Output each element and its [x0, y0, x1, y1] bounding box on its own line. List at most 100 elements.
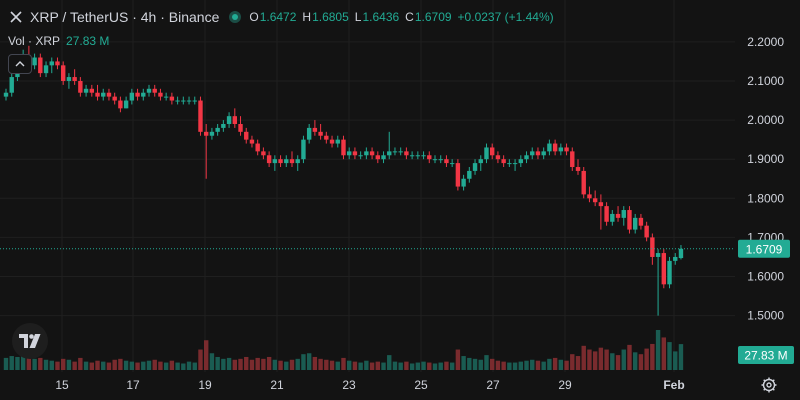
- candle-body: [101, 92, 106, 97]
- time-tick-label: 23: [342, 378, 356, 392]
- volume-bar: [15, 356, 20, 370]
- price-tick-label: 1.9000: [747, 152, 784, 166]
- price-tick-label: 2.1000: [747, 74, 784, 88]
- candle-body: [518, 159, 523, 164]
- candle-body: [152, 88, 157, 93]
- candle-body: [558, 147, 564, 152]
- volume-label[interactable]: Vol · XRP: [8, 34, 61, 48]
- volume-bar: [478, 359, 483, 370]
- candle: [364, 147, 369, 160]
- volume-bar: [427, 362, 432, 370]
- candle: [295, 155, 300, 171]
- xrp-symbol-icon: [8, 9, 24, 25]
- volume-bar: [101, 361, 106, 370]
- candle: [558, 143, 564, 156]
- candle-body: [415, 155, 421, 157]
- close-label: C: [405, 10, 414, 24]
- open-label: O: [249, 10, 259, 24]
- volume-bar: [255, 357, 260, 370]
- candle: [421, 151, 426, 160]
- candle: [472, 159, 478, 175]
- volume-bar: [575, 356, 581, 370]
- volume-bar: [347, 360, 352, 370]
- candle: [398, 147, 403, 156]
- volume-bar: [650, 343, 655, 370]
- candle: [3, 88, 9, 101]
- candle-body: [244, 131, 249, 140]
- candle-body: [278, 159, 283, 164]
- candle: [375, 151, 380, 164]
- candle-body: [392, 151, 398, 153]
- volume-bar: [192, 362, 197, 370]
- candle-body: [129, 92, 135, 101]
- candle-body: [284, 159, 289, 164]
- candle-body: [581, 170, 586, 195]
- candle: [55, 57, 60, 70]
- last-price-badge-text: 1.6709: [746, 242, 783, 256]
- price-tick-label: 2.2000: [747, 35, 784, 49]
- candle-body: [427, 155, 432, 160]
- low-label: L: [354, 10, 362, 24]
- collapse-legend-button[interactable]: [8, 54, 32, 74]
- volume-bar: [364, 360, 369, 370]
- candle: [146, 84, 152, 97]
- candle: [575, 159, 581, 175]
- volume-bar: [306, 353, 312, 370]
- candle: [324, 131, 329, 144]
- volume-bar: [55, 361, 60, 370]
- symbol-title[interactable]: XRP / TetherUS · 4h · Binance: [30, 9, 220, 25]
- candle: [552, 139, 558, 156]
- price-axis[interactable]: 2.20002.10002.00001.90001.80001.70001.60…: [747, 35, 784, 323]
- time-tick-label: 17: [126, 378, 140, 392]
- volume-badge: 27.83 M: [738, 346, 794, 364]
- time-tick-label: 29: [558, 378, 572, 392]
- candle: [329, 135, 335, 148]
- candle: [278, 155, 283, 168]
- candle-body: [9, 77, 14, 93]
- candle: [484, 143, 489, 164]
- volume-bar: [141, 361, 146, 370]
- tradingview-logo-icon[interactable]: [12, 323, 48, 359]
- candle-body: [615, 213, 621, 218]
- volume-bar: [381, 362, 386, 370]
- candle: [118, 96, 123, 113]
- volume-bar: [72, 361, 77, 370]
- volume-bar: [61, 358, 66, 370]
- candle: [152, 84, 157, 97]
- candle: [83, 84, 89, 97]
- volume-bar: [552, 357, 558, 370]
- candle-body: [78, 80, 83, 93]
- time-axis[interactable]: 15 17 19 21 23 25 27 29 Feb: [55, 378, 684, 392]
- candle: [249, 135, 255, 148]
- candle-body: [204, 131, 209, 136]
- volume-bar: [324, 359, 329, 370]
- candle-body: [221, 123, 226, 128]
- candle-body: [387, 151, 392, 156]
- volume-bar: [226, 357, 232, 370]
- candle: [169, 92, 175, 105]
- candle-body: [95, 92, 100, 97]
- volume-bar: [335, 361, 340, 370]
- candle: [261, 147, 266, 160]
- volume-bar: [558, 359, 564, 370]
- gear-icon[interactable]: [760, 376, 778, 394]
- candle-body: [449, 163, 455, 165]
- time-tick-label: Feb: [663, 378, 684, 392]
- volume-bar: [221, 358, 226, 370]
- grid-lines: [0, 0, 735, 372]
- volume-bar: [341, 357, 346, 370]
- candle: [175, 96, 180, 105]
- volume-bar: [249, 359, 255, 370]
- candle-body: [306, 127, 312, 140]
- candle: [301, 135, 306, 164]
- candle-body: [135, 92, 140, 97]
- volume-bar: [209, 353, 215, 370]
- candle-body: [215, 127, 220, 132]
- candle: [163, 92, 169, 101]
- candle: [66, 73, 72, 89]
- volume-bar: [123, 360, 129, 370]
- candle: [615, 206, 621, 222]
- candle: [444, 155, 449, 168]
